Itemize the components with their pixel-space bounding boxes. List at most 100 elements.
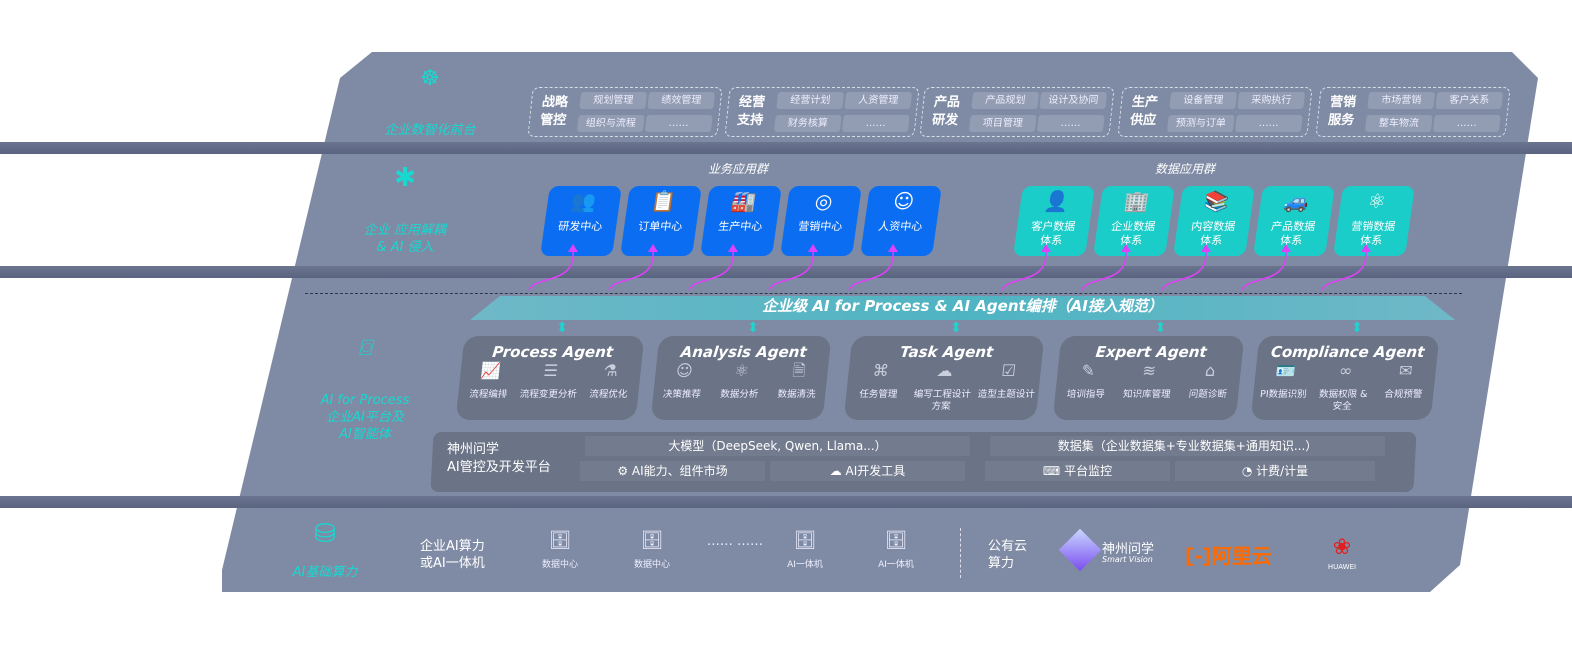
agent-capability[interactable]: ☁ 编写工程设计方案 <box>909 361 977 413</box>
monitor-icon: ⌨ <box>1042 464 1065 478</box>
arrow-head <box>1121 244 1131 252</box>
agent-title: Compliance Agent <box>1270 343 1426 361</box>
separator <box>960 528 961 578</box>
arrow-head <box>1281 244 1291 252</box>
shenzhou-logo-sub: Smart Vision <box>1102 555 1153 564</box>
compute-node: 🗄 数据中心 <box>530 530 590 570</box>
capability-label: 数据分析 <box>719 389 759 400</box>
compute-node-label: 数据中心 <box>541 560 578 570</box>
ellipsis: …… …… <box>706 534 764 549</box>
capability-label: 问题诊断 <box>1188 389 1228 400</box>
billing[interactable]: ◔ 计费/计量 <box>1175 461 1375 481</box>
agent-capability[interactable]: 📈 流程编排 <box>458 361 521 401</box>
arrow-head <box>1041 244 1051 252</box>
face-scan-icon: ⌼ <box>358 336 372 361</box>
shenzhou-logo-text: 神州问学 <box>1102 542 1155 557</box>
capability-label: 决策推荐 <box>662 389 702 400</box>
server-icon: 🗄 <box>640 530 664 551</box>
agent-capabilities: ✎ 培训指导 ≋ 知识库管理 ⌂ 问题诊断 <box>1055 361 1242 401</box>
ai-market[interactable]: ⚙ AI能力、组件市场 <box>580 461 765 481</box>
arrow-connector <box>608 249 654 291</box>
llm-bar: 大模型（DeepSeek, Qwen, Llama...） <box>585 436 970 456</box>
agent-card[interactable]: Task Agent ⌘ 任务管理 ☁ 编写工程设计方案 ☑ 造型主题设计 <box>843 336 1045 420</box>
data-apps-title: 数据应用群 <box>1155 162 1216 176</box>
agent-capability[interactable]: 🗎 数据清洗 <box>768 361 829 401</box>
agent-capability[interactable]: ✉ 合规预警 <box>1372 361 1436 413</box>
compute-node: 🗄 AI一体机 <box>866 530 926 570</box>
capability-label: 数据权限 & 安全 <box>1318 389 1369 412</box>
agent-capabilities: 🪪 PI数据识别 ∞ 数据权限 & 安全 ✉ 合规预警 <box>1251 361 1436 413</box>
arrow-connector <box>688 249 734 291</box>
capability-icon: ⌘ <box>871 361 890 380</box>
agent-capability[interactable]: ≋ 知识库管理 <box>1116 361 1180 401</box>
down-arrow-icon: ⬍ <box>747 320 759 336</box>
agent-title: Analysis Agent <box>679 343 808 361</box>
capability-icon: ✎ <box>1080 361 1096 380</box>
layer-label-apps: 企业 应用解耦 & AI 侵入 <box>363 223 447 255</box>
arrow-connector <box>1241 249 1287 291</box>
public-cloud-label: 公有云 算力 <box>988 539 1028 571</box>
server-icon: 🗄 <box>793 530 817 551</box>
capability-icon: ∞ <box>1338 361 1354 380</box>
molecule-icon: ✱ <box>394 163 416 193</box>
capability-icon: 🗎 <box>791 361 807 380</box>
capability-icon: ☰ <box>542 361 559 380</box>
agent-card[interactable]: Process Agent 📈 流程编排 ☰ 流程变更分析 ⚗ 流程优化 <box>455 336 645 420</box>
capability-label: 编写工程设计方案 <box>913 389 972 412</box>
capability-icon: ☺ <box>675 361 694 380</box>
capability-icon: ☑ <box>1000 361 1017 380</box>
business-apps-title: 业务应用群 <box>708 162 769 176</box>
private-compute-label: 企业AI算力 或AI一体机 <box>420 539 485 571</box>
capability-icon: ⌂ <box>1204 361 1217 380</box>
orchestration-banner: 企业级 AI for Process & AI Agent编排（AI接入规范） <box>470 296 1455 320</box>
agent-capability[interactable]: ☰ 流程变更分析 <box>518 361 581 401</box>
layer-divider <box>0 496 1572 508</box>
capability-icon: ✉ <box>1398 361 1414 380</box>
arrow-head <box>808 244 818 252</box>
agent-capability[interactable]: ⌘ 任务管理 <box>845 361 913 413</box>
agent-capability[interactable]: ⚛ 数据分析 <box>710 361 771 401</box>
capability-icon: ☁ <box>935 361 954 380</box>
agent-capability[interactable]: 🪪 PI数据识别 <box>1252 361 1316 413</box>
layer-label-infra: AI基础算力 <box>292 565 358 580</box>
agent-capabilities: 📈 流程编排 ☰ 流程变更分析 ⚗ 流程优化 <box>458 361 642 401</box>
agent-capability[interactable]: ✎ 培训指导 <box>1055 361 1119 401</box>
compute-node: 🗄 数据中心 <box>622 530 682 570</box>
arrow-head <box>728 244 738 252</box>
capability-label: 造型主题设计 <box>977 389 1036 400</box>
ai-dev-tools[interactable]: ☁ AI开发工具 <box>770 461 965 481</box>
arrow-head <box>648 244 658 252</box>
aliyun-logo: [-]阿里云 <box>1185 544 1272 568</box>
agent-title: Task Agent <box>899 343 995 361</box>
agent-capability[interactable]: ☺ 决策推荐 <box>653 361 714 401</box>
arrow-head <box>888 244 898 252</box>
agent-title: Process Agent <box>491 343 615 361</box>
agent-capability[interactable]: ☑ 造型主题设计 <box>973 361 1041 413</box>
dataset-bar: 数据集（企业数据集+专业数据集+通用知识...） <box>990 436 1385 456</box>
agent-capability[interactable]: ∞ 数据权限 & 安全 <box>1312 361 1376 413</box>
layer-divider <box>0 266 1572 278</box>
capability-icon: 🪪 <box>1274 361 1297 380</box>
agent-card[interactable]: Analysis Agent ☺ 决策推荐 ⚛ 数据分析 🗎 数据清洗 <box>650 336 832 420</box>
compute-node-label: AI一体机 <box>787 560 823 570</box>
database-icon: ⛁ <box>314 519 336 549</box>
server-icon: 🗄 <box>884 530 908 551</box>
agent-capability[interactable]: ⚗ 流程优化 <box>578 361 641 401</box>
cloud-tool-icon: ☁ <box>829 464 846 478</box>
capability-label: PI数据识别 <box>1259 389 1308 400</box>
compute-node: 🗄 AI一体机 <box>775 530 835 570</box>
brain-icon: ☸ <box>420 66 440 91</box>
arrow-connector <box>1161 249 1207 291</box>
agent-capability[interactable]: ⌂ 问题诊断 <box>1177 361 1241 401</box>
down-arrow-icon: ⬍ <box>1154 320 1167 336</box>
agent-card[interactable]: Compliance Agent 🪪 PI数据识别 ∞ 数据权限 & 安全 ✉ 合规预警 <box>1250 336 1440 420</box>
agent-card[interactable]: Expert Agent ✎ 培训指导 ≋ 知识库管理 ⌂ 问题诊断 <box>1052 336 1245 420</box>
aliyun-icon: [-] <box>1185 544 1212 568</box>
compute-node-label: 数据中心 <box>633 560 670 570</box>
platform-monitor[interactable]: ⌨ 平台监控 <box>985 461 1170 481</box>
gauge-icon: ◔ <box>1241 464 1257 478</box>
capability-icon: ⚛ <box>733 361 750 380</box>
arrow-connector <box>848 249 894 291</box>
server-icon: 🗄 <box>548 530 572 551</box>
